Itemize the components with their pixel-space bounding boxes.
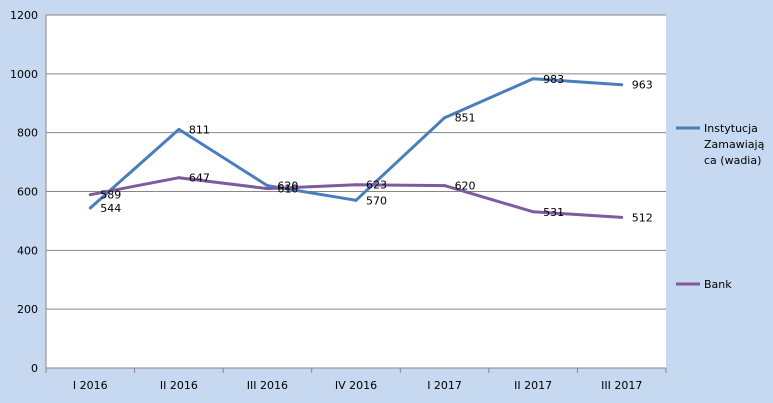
data-label: 570 xyxy=(366,194,387,207)
data-point xyxy=(265,187,269,191)
x-tick-label: I 2016 xyxy=(73,379,108,392)
x-tick-label: II 2016 xyxy=(160,379,198,392)
data-label: 811 xyxy=(189,123,210,136)
data-point xyxy=(177,176,181,180)
data-point xyxy=(88,206,92,210)
data-point xyxy=(265,184,269,188)
data-point xyxy=(443,184,447,188)
y-tick-label: 800 xyxy=(17,127,38,140)
data-label: 983 xyxy=(543,73,564,86)
data-label: 620 xyxy=(277,180,298,193)
data-point xyxy=(88,193,92,197)
y-tick-label: 1200 xyxy=(10,9,38,22)
x-axis: I 2016 II 2016 III 2016 IV 2016 I 2017 II 201… xyxy=(45,367,667,392)
legend-label: Bank xyxy=(704,278,732,291)
y-tick-label: 400 xyxy=(17,244,38,257)
data-point xyxy=(620,215,624,219)
data-label: 589 xyxy=(100,189,121,202)
data-labels: 544 811 620 570 851 983 963 589 647 610 623 620 531 5… xyxy=(100,73,652,225)
data-label: 531 xyxy=(543,206,564,219)
series-group xyxy=(88,77,624,219)
data-label: 610 xyxy=(277,183,298,196)
y-tick-label: 200 xyxy=(17,303,38,316)
legend-label: Zamawiają xyxy=(704,138,765,151)
data-label: 623 xyxy=(366,179,387,192)
legend-label: ca (wadia) xyxy=(704,154,761,167)
data-point xyxy=(443,116,447,120)
y-tick-label: 600 xyxy=(17,186,38,199)
data-point xyxy=(354,198,358,202)
data-label: 851 xyxy=(455,112,476,125)
data-point xyxy=(177,127,181,131)
data-point xyxy=(531,77,535,81)
legend-label: Instytucja xyxy=(704,122,758,135)
y-tick-label: 0 xyxy=(31,362,38,375)
data-point xyxy=(531,210,535,214)
y-tick-label: 1000 xyxy=(10,68,38,81)
legend: Instytucja Zamawiają ca (wadia) Bank xyxy=(676,122,765,291)
x-tick-label: I 2017 xyxy=(427,379,462,392)
data-point xyxy=(620,83,624,87)
data-label: 512 xyxy=(632,211,653,224)
data-label: 544 xyxy=(100,202,121,215)
data-label: 620 xyxy=(455,180,476,193)
x-tick-label: III 2016 xyxy=(247,379,288,392)
data-label: 963 xyxy=(632,79,653,92)
x-tick-label: III 2017 xyxy=(601,379,642,392)
data-label: 647 xyxy=(189,172,210,185)
data-point xyxy=(354,183,358,187)
x-tick-label: IV 2016 xyxy=(335,379,377,392)
gridlines xyxy=(46,14,666,310)
x-tick-label: II 2017 xyxy=(514,379,552,392)
y-axis: 0 200 400 600 800 1000 1200 xyxy=(10,9,47,375)
